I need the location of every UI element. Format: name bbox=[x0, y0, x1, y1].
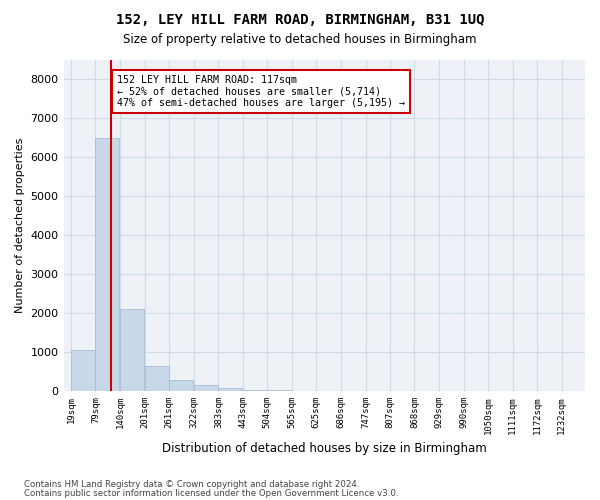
Bar bbox=[95, 138, 119, 391]
X-axis label: Distribution of detached houses by size in Birmingham: Distribution of detached houses by size … bbox=[162, 442, 487, 455]
Bar bbox=[194, 386, 218, 391]
Text: 152 LEY HILL FARM ROAD: 117sqm
← 52% of detached houses are smaller (5,714)
47% : 152 LEY HILL FARM ROAD: 117sqm ← 52% of … bbox=[117, 74, 405, 108]
Bar bbox=[218, 388, 242, 391]
Bar bbox=[267, 390, 291, 391]
Bar bbox=[120, 310, 144, 391]
Bar bbox=[71, 350, 95, 391]
Bar bbox=[242, 390, 266, 391]
Text: Contains public sector information licensed under the Open Government Licence v3: Contains public sector information licen… bbox=[24, 489, 398, 498]
Text: Size of property relative to detached houses in Birmingham: Size of property relative to detached ho… bbox=[123, 32, 477, 46]
Y-axis label: Number of detached properties: Number of detached properties bbox=[15, 138, 25, 314]
Text: 152, LEY HILL FARM ROAD, BIRMINGHAM, B31 1UQ: 152, LEY HILL FARM ROAD, BIRMINGHAM, B31… bbox=[116, 12, 484, 26]
Bar bbox=[145, 366, 169, 391]
Bar bbox=[169, 380, 193, 391]
Text: Contains HM Land Registry data © Crown copyright and database right 2024.: Contains HM Land Registry data © Crown c… bbox=[24, 480, 359, 489]
